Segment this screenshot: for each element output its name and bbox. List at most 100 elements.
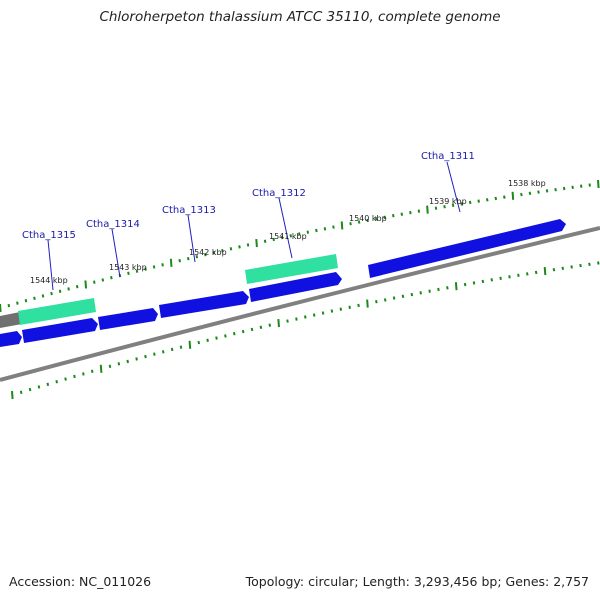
cds-arrow-ctha-1313b — [159, 291, 249, 318]
outer-track-minor-tick — [33, 296, 36, 301]
outer-track-minor-tick — [246, 243, 250, 247]
outer-track-minor-tick — [263, 239, 267, 243]
inner-track-minor-tick — [215, 336, 218, 340]
inner-track-minor-tick — [259, 325, 263, 329]
rna-feature-ctha-1315 — [18, 298, 96, 325]
outer-track-minor-tick — [383, 215, 387, 219]
outer-track-minor-tick — [588, 183, 592, 187]
inner-track-minor-tick — [579, 263, 582, 268]
inner-track-minor-tick — [286, 319, 289, 323]
outer-track-minor-tick — [315, 228, 318, 233]
outer-track-minor-tick — [298, 232, 301, 236]
inner-track-minor-tick — [481, 279, 485, 284]
outer-track-minor-tick — [110, 276, 113, 280]
outer-track-minor-tick — [400, 212, 404, 216]
cds-arrow-ctha-1315 — [0, 331, 22, 347]
inner-track-minor-tick — [463, 282, 467, 287]
leader-ctha-1314 — [111, 228, 121, 278]
genome-backbone — [0, 226, 600, 382]
inner-track-minor-tick — [250, 327, 254, 332]
outer-track-minor-tick — [494, 196, 498, 201]
scale-label-1544: 1544 kbp — [30, 276, 68, 285]
outer-track-minor-tick — [306, 230, 310, 234]
inner-track-minor-tick — [446, 286, 449, 290]
inner-track-minor-tick — [224, 334, 227, 338]
inner-track-minor-tick — [472, 281, 476, 285]
outer-track-minor-tick — [554, 187, 557, 192]
inner-track-minor-tick — [321, 311, 325, 315]
outer-track-minor-tick — [144, 267, 147, 271]
outer-track-minor-tick — [7, 303, 11, 308]
inner-track-minor-tick — [375, 300, 378, 304]
inner-track-minor-tick — [517, 273, 520, 278]
outer-track-minor-tick — [67, 287, 70, 291]
scale-label-1540: 1540 kbp — [349, 214, 387, 223]
inner-track-minor-tick — [144, 354, 147, 359]
inner-track-minor-tick — [383, 298, 387, 302]
outer-track-minor-tick — [280, 235, 284, 240]
inner-track-minor-tick — [268, 323, 272, 327]
outer-track-minor-tick — [161, 263, 164, 267]
outer-track-minor-tick — [101, 278, 105, 282]
inner-track-minor-tick — [552, 267, 556, 272]
inner-track-minor-tick — [108, 364, 112, 369]
outer-track-major-tick — [84, 280, 88, 289]
outer-track-minor-tick — [152, 265, 156, 269]
inner-track-minor-tick — [37, 385, 41, 389]
outer-track-minor-tick — [229, 247, 233, 251]
inner-track-minor-tick — [588, 262, 591, 266]
outer-track-minor-tick — [374, 217, 378, 221]
inner-track-minor-tick — [597, 261, 600, 265]
outer-track-minor-tick — [92, 280, 96, 284]
outer-track-minor-tick — [503, 195, 506, 199]
inner-track-major-tick — [543, 266, 547, 276]
inner-track-major-tick — [188, 340, 192, 349]
inner-track-minor-tick — [153, 352, 156, 356]
inner-track-minor-tick — [232, 332, 236, 336]
inner-track-minor-tick — [437, 287, 440, 292]
outer-track-minor-tick — [272, 237, 275, 242]
gene-label-ctha-1315: Ctha_1315 — [22, 230, 76, 241]
inner-track-major-tick — [454, 282, 458, 291]
inner-track-minor-tick — [241, 329, 245, 334]
inner-track-minor-tick — [82, 372, 85, 376]
outer-track-minor-tick — [366, 218, 369, 223]
outer-track-minor-tick — [186, 256, 190, 261]
outer-track-minor-tick — [75, 284, 79, 289]
inner-track-minor-tick — [348, 305, 351, 309]
outer-track-major-tick — [597, 179, 600, 189]
outer-track-minor-tick — [579, 184, 583, 188]
inner-track-minor-tick — [46, 382, 50, 386]
gene-label-ctha-1314: Ctha_1314 — [86, 219, 140, 230]
outer-track-minor-tick — [16, 301, 19, 305]
cds-arrow-ctha-1313 — [98, 308, 158, 330]
inner-track-minor-tick — [135, 357, 138, 361]
outer-track-minor-tick — [332, 225, 335, 229]
leader-ctha-1312 — [278, 197, 293, 259]
inner-track-minor-tick — [410, 292, 414, 297]
scale-label-1541: 1541 kbp — [269, 232, 307, 241]
outer-track-minor-tick — [537, 190, 540, 194]
cds-arrow-ctha-1312 — [249, 272, 342, 302]
scale-label-1543: 1543 kbp — [109, 263, 147, 272]
inner-track-minor-tick — [401, 294, 405, 299]
inner-track-minor-tick — [295, 317, 298, 321]
outer-track-major-tick — [426, 205, 429, 214]
leader-ctha-1315 — [47, 239, 54, 291]
outer-track-major-tick — [511, 191, 515, 200]
outer-track-minor-tick — [443, 205, 446, 209]
outer-track-minor-tick — [50, 291, 53, 296]
outer-track-minor-tick — [357, 220, 361, 224]
outer-track-minor-tick — [58, 289, 62, 293]
inner-track-minor-tick — [419, 291, 423, 295]
inner-track-minor-tick — [64, 377, 67, 381]
cds-arrow-ctha-1311 — [368, 219, 566, 278]
outer-track-major-tick — [255, 239, 258, 248]
inner-track-minor-tick — [534, 270, 538, 275]
outer-track-minor-tick — [520, 192, 523, 197]
outer-track-minor-tick — [323, 227, 327, 231]
inner-track-minor-tick — [499, 276, 502, 281]
outer-tick-track — [0, 179, 600, 313]
inner-track-major-tick — [366, 299, 369, 308]
